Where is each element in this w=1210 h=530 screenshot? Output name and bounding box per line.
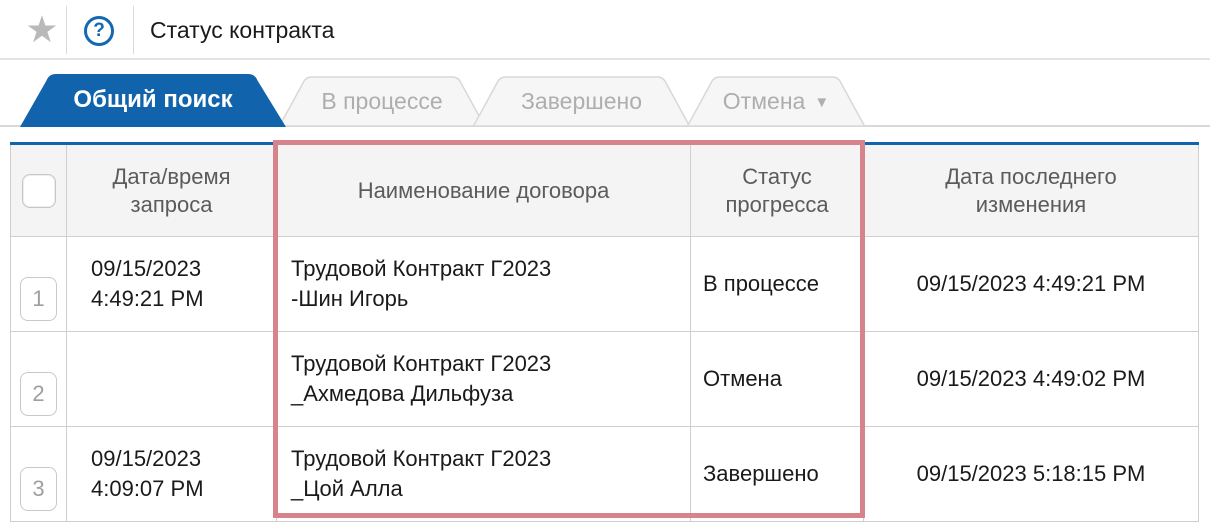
col-header-request-datetime: Дата/время запроса: [66, 142, 277, 237]
row-number-badge[interactable]: 2: [20, 371, 57, 416]
table-row: 2 Трудовой Контракт Г2023 _Ахмедова Диль…: [10, 331, 1199, 427]
col-header-contract-name: Наименование договора: [276, 142, 691, 237]
select-all-header: [10, 142, 67, 237]
request-datetime-cell: 09/15/2023 4:09:07 PM: [66, 426, 277, 522]
table-header-row: Дата/время запроса Наименование договора…: [10, 142, 1199, 237]
row-number-badge[interactable]: 1: [20, 276, 57, 321]
last-modified-cell: 09/15/2023 4:49:21 PM: [863, 236, 1199, 332]
table-row: 3 09/15/2023 4:09:07 PM Трудовой Контрак…: [10, 426, 1199, 522]
divider: [133, 6, 134, 54]
row-number-badge[interactable]: 3: [20, 466, 57, 511]
tab-completed[interactable]: Завершено: [472, 76, 691, 126]
divider: [66, 6, 67, 54]
tab-label: Отмена ▼: [686, 76, 866, 126]
progress-status-cell: Завершено: [690, 426, 864, 522]
last-modified-cell: 09/15/2023 4:49:02 PM: [863, 331, 1199, 427]
tab-baseline: [0, 125, 1210, 127]
contract-name-cell: Трудовой Контракт Г2023 -Шин Игорь: [276, 236, 691, 332]
tab-general-search[interactable]: Общий поиск: [18, 73, 288, 127]
select-all-checkbox[interactable]: [21, 173, 56, 208]
tab-label: Завершено: [521, 87, 642, 114]
row-number-cell: 3: [10, 426, 67, 522]
progress-status-cell: В процессе: [690, 236, 864, 332]
tab-shape: [278, 76, 486, 126]
request-datetime-cell: 09/15/2023 4:49:21 PM: [66, 236, 277, 332]
tab-shape: [472, 76, 691, 126]
page-title: Статус контракта: [150, 16, 335, 43]
tab-label: Общий поиск: [73, 86, 233, 113]
request-datetime-cell: [66, 331, 277, 427]
tab-shape: [20, 74, 286, 127]
chevron-down-icon: ▼: [814, 94, 830, 111]
table-row: 1 09/15/2023 4:49:21 PM Трудовой Контрак…: [10, 236, 1199, 332]
contract-name-cell: Трудовой Контракт Г2023 _Цой Алла: [276, 426, 691, 522]
contract-name-cell: Трудовой Контракт Г2023 _Ахмедова Дильфу…: [276, 331, 691, 427]
last-modified-cell: 09/15/2023 5:18:15 PM: [863, 426, 1199, 522]
row-number-cell: 1: [10, 236, 67, 332]
tab-shape: [686, 76, 866, 126]
row-number-cell: 2: [10, 331, 67, 427]
col-header-last-modified: Дата последнего изменения: [863, 142, 1199, 237]
contracts-table: Дата/время запроса Наименование договора…: [10, 142, 1199, 522]
favorite-star-icon[interactable]: ★: [25, 9, 59, 50]
tab-bar: Общий поиск В процессе Завершено Отмена …: [0, 60, 1210, 127]
help-icon[interactable]: ?: [84, 16, 114, 46]
tab-cancel-text: Отмена: [722, 87, 806, 114]
tab-in-progress[interactable]: В процессе: [278, 76, 486, 126]
tab-label: В процессе: [321, 87, 443, 114]
col-header-progress-status: Статус прогресса: [690, 142, 864, 237]
progress-status-cell: Отмена: [690, 331, 864, 427]
top-bar: ★ ? Статус контракта: [0, 0, 1210, 60]
tab-cancel[interactable]: Отмена ▼: [686, 76, 866, 126]
